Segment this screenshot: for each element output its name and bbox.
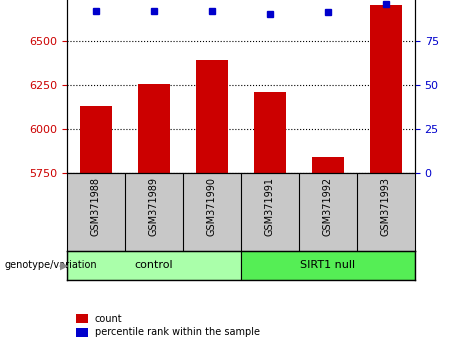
Text: GSM371990: GSM371990 bbox=[207, 177, 217, 236]
Bar bbox=[196, 60, 228, 173]
Bar bbox=[241, 251, 415, 280]
Text: GSM371989: GSM371989 bbox=[149, 177, 159, 236]
Bar bbox=[312, 156, 344, 173]
Text: GSM371993: GSM371993 bbox=[381, 177, 391, 236]
Bar bbox=[76, 314, 88, 323]
Text: SIRT1 null: SIRT1 null bbox=[300, 261, 355, 270]
Text: ▶: ▶ bbox=[60, 261, 68, 270]
Bar bbox=[138, 84, 170, 173]
Bar bbox=[76, 328, 88, 337]
Bar bbox=[67, 251, 241, 280]
Text: control: control bbox=[135, 261, 173, 270]
Text: percentile rank within the sample: percentile rank within the sample bbox=[95, 327, 260, 337]
Text: GSM371991: GSM371991 bbox=[265, 177, 275, 236]
Bar bbox=[80, 106, 112, 173]
Bar bbox=[370, 5, 402, 173]
Text: GSM371988: GSM371988 bbox=[91, 177, 101, 236]
Text: GSM371992: GSM371992 bbox=[323, 177, 333, 236]
Bar bbox=[254, 92, 286, 173]
Text: count: count bbox=[95, 314, 122, 324]
Text: genotype/variation: genotype/variation bbox=[5, 261, 97, 270]
